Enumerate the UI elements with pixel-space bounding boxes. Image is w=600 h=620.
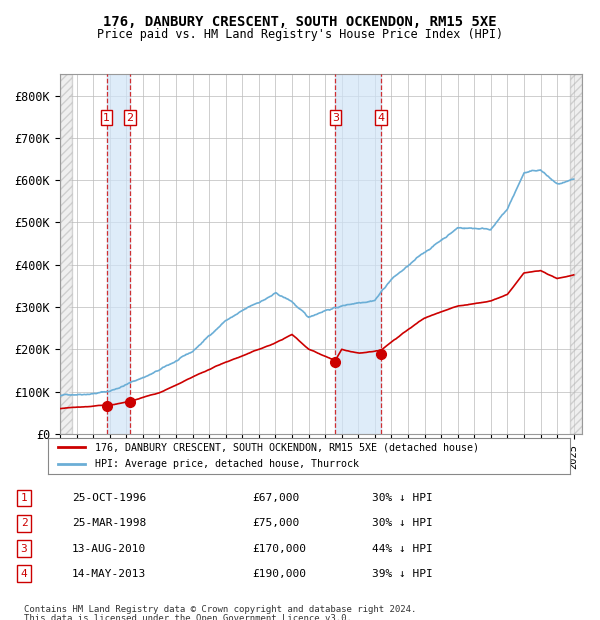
Text: 3: 3 <box>332 113 339 123</box>
Text: £67,000: £67,000 <box>252 493 299 503</box>
Text: 39% ↓ HPI: 39% ↓ HPI <box>372 569 433 578</box>
Text: This data is licensed under the Open Government Licence v3.0.: This data is licensed under the Open Gov… <box>24 614 352 620</box>
Text: 14-MAY-2013: 14-MAY-2013 <box>72 569 146 578</box>
Text: 4: 4 <box>377 113 385 123</box>
Bar <box>107 74 130 434</box>
Text: 25-OCT-1996: 25-OCT-1996 <box>72 493 146 503</box>
Text: 1: 1 <box>20 493 28 503</box>
Text: 25-MAR-1998: 25-MAR-1998 <box>72 518 146 528</box>
Text: 3: 3 <box>20 544 28 554</box>
Text: £75,000: £75,000 <box>252 518 299 528</box>
Text: 13-AUG-2010: 13-AUG-2010 <box>72 544 146 554</box>
Text: Price paid vs. HM Land Registry's House Price Index (HPI): Price paid vs. HM Land Registry's House … <box>97 28 503 41</box>
Text: 30% ↓ HPI: 30% ↓ HPI <box>372 493 433 503</box>
Bar <box>335 74 381 434</box>
Text: £190,000: £190,000 <box>252 569 306 578</box>
Text: 176, DANBURY CRESCENT, SOUTH OCKENDON, RM15 5XE (detached house): 176, DANBURY CRESCENT, SOUTH OCKENDON, R… <box>95 442 479 453</box>
Bar <box>60 74 68 434</box>
Text: 4: 4 <box>20 569 28 578</box>
Text: 1: 1 <box>103 113 110 123</box>
Text: 176, DANBURY CRESCENT, SOUTH OCKENDON, RM15 5XE: 176, DANBURY CRESCENT, SOUTH OCKENDON, R… <box>103 16 497 30</box>
Bar <box>571 74 582 434</box>
Text: Contains HM Land Registry data © Crown copyright and database right 2024.: Contains HM Land Registry data © Crown c… <box>24 604 416 614</box>
Text: 30% ↓ HPI: 30% ↓ HPI <box>372 518 433 528</box>
Text: 2: 2 <box>127 113 134 123</box>
Text: £170,000: £170,000 <box>252 544 306 554</box>
Text: HPI: Average price, detached house, Thurrock: HPI: Average price, detached house, Thur… <box>95 459 359 469</box>
Text: 44% ↓ HPI: 44% ↓ HPI <box>372 544 433 554</box>
Text: 2: 2 <box>20 518 28 528</box>
Bar <box>60 74 71 434</box>
